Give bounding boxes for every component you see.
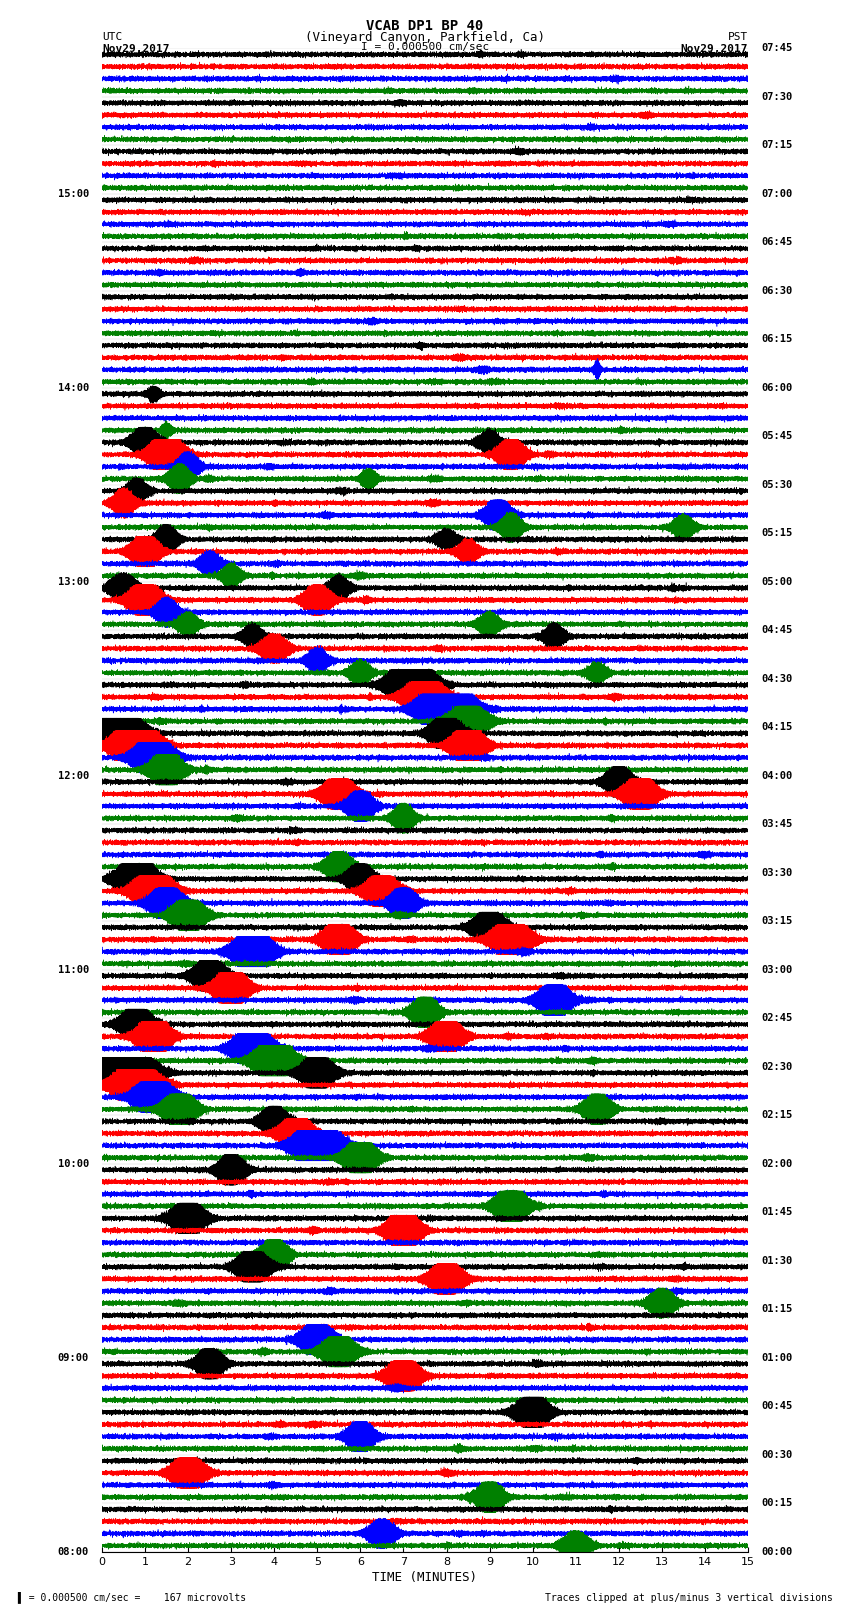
Text: Nov29,2017: Nov29,2017 xyxy=(681,44,748,53)
Text: 04:45: 04:45 xyxy=(761,626,792,636)
Text: 06:30: 06:30 xyxy=(761,286,792,295)
Text: 02:15: 02:15 xyxy=(761,1110,792,1121)
Text: 00:15: 00:15 xyxy=(761,1498,792,1508)
Text: 05:00: 05:00 xyxy=(761,577,792,587)
Text: 06:00: 06:00 xyxy=(761,382,792,394)
Text: 06:45: 06:45 xyxy=(761,237,792,247)
Text: 07:30: 07:30 xyxy=(761,92,792,102)
Text: 11:00: 11:00 xyxy=(58,965,89,974)
Text: Traces clipped at plus/minus 3 vertical divisions: Traces clipped at plus/minus 3 vertical … xyxy=(545,1594,833,1603)
Text: VCAB DP1 BP 40: VCAB DP1 BP 40 xyxy=(366,19,484,34)
Text: 01:30: 01:30 xyxy=(761,1257,792,1266)
Text: I = 0.000500 cm/sec: I = 0.000500 cm/sec xyxy=(361,42,489,52)
Text: UTC: UTC xyxy=(102,32,122,42)
Text: 03:45: 03:45 xyxy=(761,819,792,829)
Text: 04:00: 04:00 xyxy=(761,771,792,781)
Text: 13:00: 13:00 xyxy=(58,577,89,587)
Text: 02:30: 02:30 xyxy=(761,1061,792,1071)
Text: 02:00: 02:00 xyxy=(761,1158,792,1169)
Text: 07:45: 07:45 xyxy=(761,44,792,53)
Text: 07:15: 07:15 xyxy=(761,140,792,150)
Text: 01:15: 01:15 xyxy=(761,1305,792,1315)
Text: 00:00: 00:00 xyxy=(761,1547,792,1557)
Text: 03:00: 03:00 xyxy=(761,965,792,974)
Text: 14:00: 14:00 xyxy=(58,382,89,394)
Text: 07:00: 07:00 xyxy=(761,189,792,198)
Text: ▌ = 0.000500 cm/sec =    167 microvolts: ▌ = 0.000500 cm/sec = 167 microvolts xyxy=(17,1592,246,1603)
Text: 05:30: 05:30 xyxy=(761,479,792,490)
Text: 09:00: 09:00 xyxy=(58,1353,89,1363)
Text: 02:45: 02:45 xyxy=(761,1013,792,1023)
Text: 03:15: 03:15 xyxy=(761,916,792,926)
Text: Nov29,2017: Nov29,2017 xyxy=(102,44,169,53)
Text: (Vineyard Canyon, Parkfield, Ca): (Vineyard Canyon, Parkfield, Ca) xyxy=(305,31,545,44)
Text: PST: PST xyxy=(728,32,748,42)
Text: 00:30: 00:30 xyxy=(761,1450,792,1460)
Text: 05:45: 05:45 xyxy=(761,431,792,442)
Text: 01:45: 01:45 xyxy=(761,1207,792,1218)
Text: 05:15: 05:15 xyxy=(761,529,792,539)
Text: 04:30: 04:30 xyxy=(761,674,792,684)
Text: 15:00: 15:00 xyxy=(58,189,89,198)
Text: 04:15: 04:15 xyxy=(761,723,792,732)
Text: 08:00: 08:00 xyxy=(58,1547,89,1557)
X-axis label: TIME (MINUTES): TIME (MINUTES) xyxy=(372,1571,478,1584)
Text: 06:15: 06:15 xyxy=(761,334,792,344)
Text: 03:30: 03:30 xyxy=(761,868,792,877)
Text: 10:00: 10:00 xyxy=(58,1158,89,1169)
Text: 00:45: 00:45 xyxy=(761,1402,792,1411)
Text: 12:00: 12:00 xyxy=(58,771,89,781)
Text: 01:00: 01:00 xyxy=(761,1353,792,1363)
